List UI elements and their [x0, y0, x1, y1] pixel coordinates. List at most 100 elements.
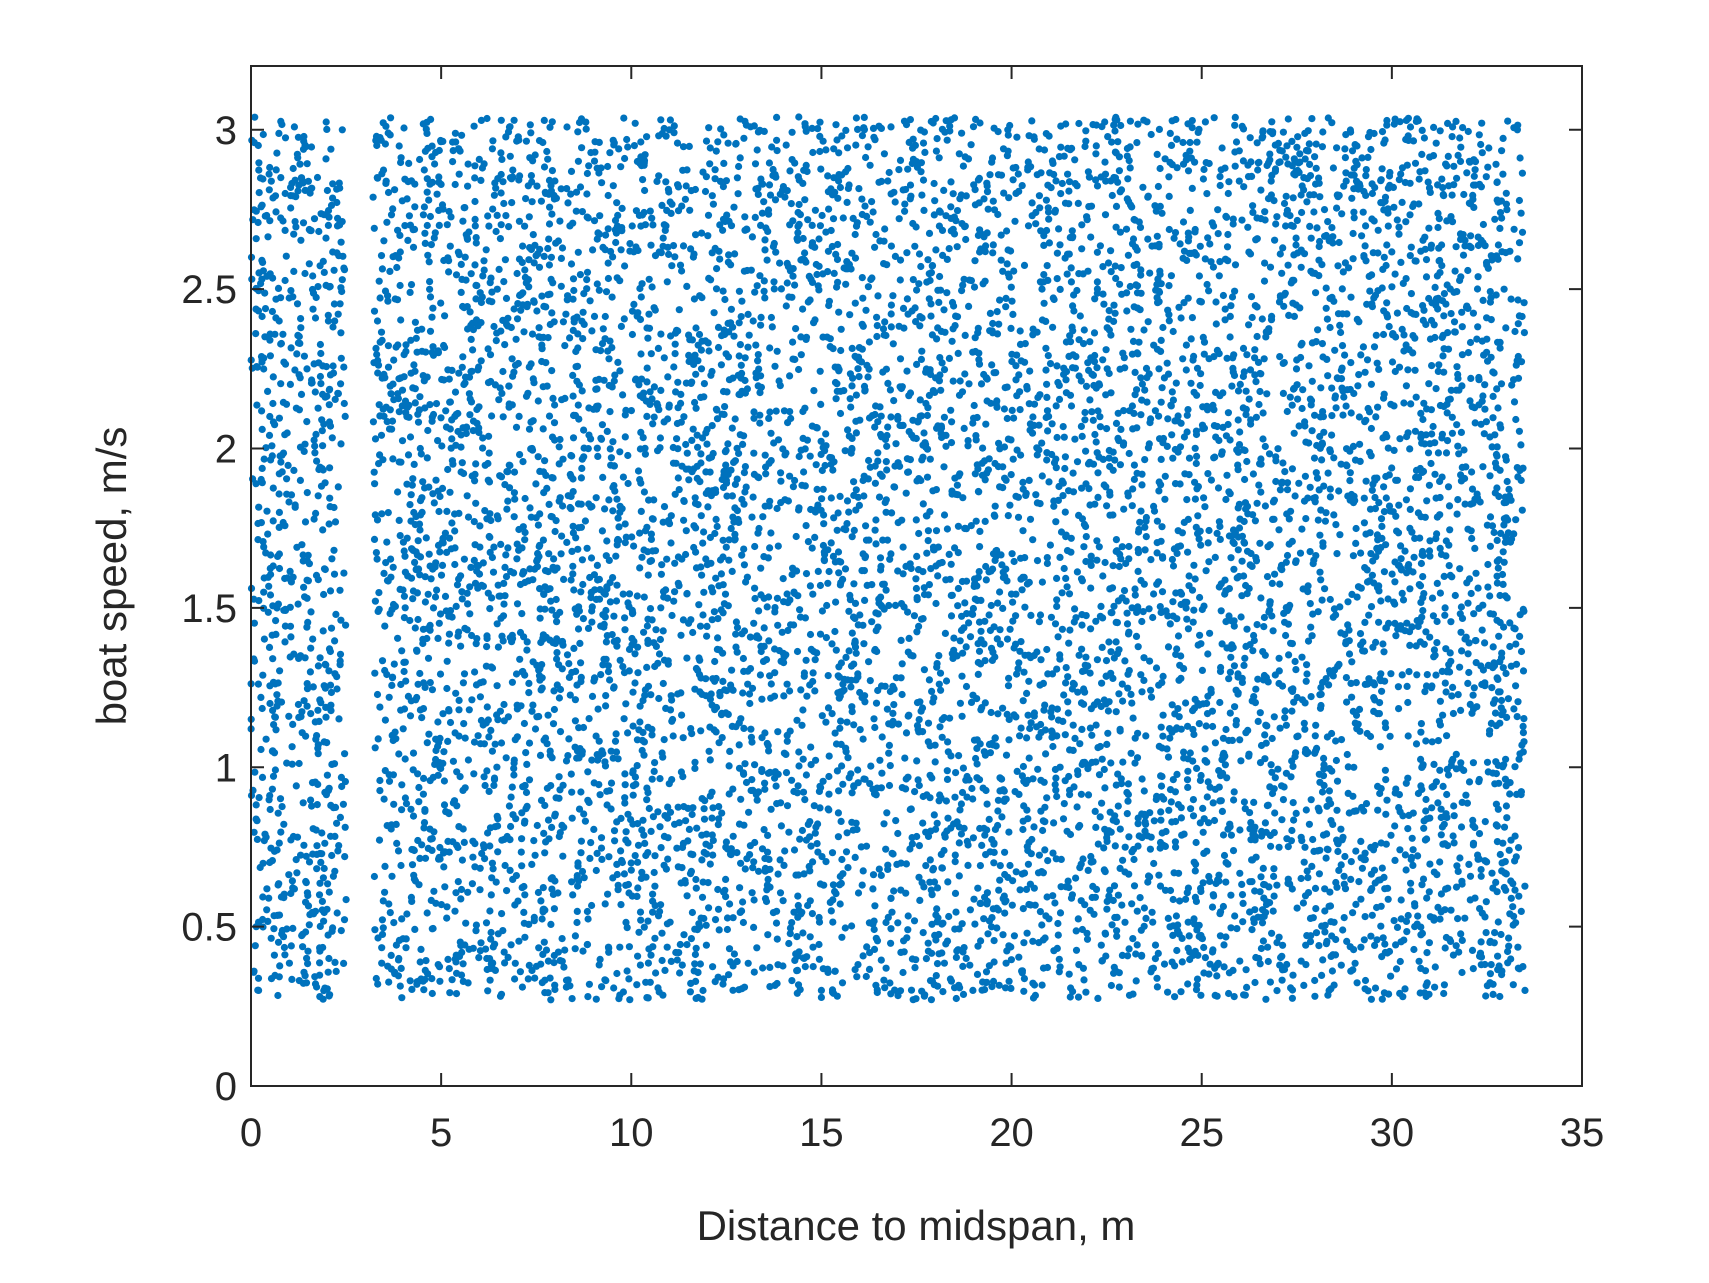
scatter-point — [1448, 692, 1456, 700]
scatter-point — [1427, 241, 1435, 249]
scatter-point — [776, 190, 784, 198]
scatter-point — [706, 144, 714, 152]
scatter-point — [1125, 945, 1133, 953]
scatter-point — [1138, 617, 1146, 626]
scatter-point — [1240, 539, 1249, 547]
scatter-point — [1080, 543, 1088, 551]
scatter-point — [927, 312, 935, 320]
scatter-point — [1146, 845, 1154, 853]
scatter-point — [409, 243, 418, 251]
scatter-point — [649, 890, 657, 898]
scatter-point — [780, 598, 788, 606]
scatter-point — [751, 160, 760, 168]
scatter-point — [1377, 597, 1385, 605]
scatter-point — [1235, 177, 1243, 185]
scatter-point — [1051, 899, 1059, 907]
scatter-point — [1484, 768, 1492, 776]
scatter-point — [915, 842, 924, 850]
scatter-point — [1259, 937, 1267, 945]
scatter-point — [332, 967, 340, 976]
scatter-point — [373, 555, 381, 563]
scatter-point — [920, 429, 928, 437]
scatter-point — [1147, 130, 1155, 139]
scatter-point — [397, 861, 405, 870]
scatter-point — [882, 508, 890, 516]
scatter-point — [1355, 878, 1363, 886]
scatter-point — [918, 347, 926, 355]
scatter-point — [1357, 549, 1365, 557]
scatter-point — [969, 123, 978, 131]
scatter-point — [1454, 496, 1462, 504]
scatter-point — [1210, 816, 1219, 825]
scatter-point — [735, 741, 743, 749]
scatter-point — [740, 821, 748, 829]
scatter-point — [1208, 903, 1217, 911]
scatter-point — [970, 283, 979, 291]
scatter-point — [517, 290, 525, 298]
scatter-point — [290, 230, 298, 238]
scatter-point — [902, 489, 910, 497]
scatter-point — [1118, 594, 1126, 602]
scatter-point — [1326, 669, 1334, 677]
scatter-point — [1203, 699, 1211, 708]
scatter-point — [903, 249, 911, 257]
scatter-point — [1072, 946, 1081, 954]
scatter-point — [930, 811, 938, 819]
scatter-point — [1406, 641, 1414, 650]
scatter-point — [1507, 894, 1515, 902]
scatter-point — [1126, 143, 1134, 151]
scatter-point — [1305, 820, 1313, 828]
scatter-point — [571, 696, 580, 704]
scatter-point — [1221, 305, 1229, 313]
scatter-point — [929, 698, 937, 706]
scatter-point — [916, 896, 924, 905]
scatter-point — [1496, 992, 1504, 1001]
scatter-point — [975, 647, 984, 655]
scatter-point — [407, 805, 415, 813]
scatter-point — [1257, 594, 1265, 602]
scatter-point — [699, 611, 707, 619]
scatter-point — [717, 570, 726, 578]
scatter-point — [548, 118, 556, 126]
scatter-point — [647, 241, 655, 249]
scatter-point — [890, 887, 898, 895]
scatter-point — [317, 858, 325, 867]
scatter-point — [692, 664, 701, 673]
scatter-point — [692, 944, 700, 952]
scatter-point — [1500, 499, 1508, 507]
scatter-point — [963, 793, 971, 801]
scatter-point — [1253, 499, 1261, 507]
scatter-point — [1419, 415, 1427, 424]
scatter-point — [1461, 914, 1469, 922]
scatter-point — [1505, 934, 1513, 942]
scatter-point — [1251, 823, 1259, 831]
scatter-point — [1180, 247, 1189, 255]
scatter-point — [266, 352, 274, 360]
scatter-point — [761, 236, 769, 244]
scatter-point — [1169, 327, 1177, 336]
scatter-point — [985, 611, 993, 619]
scatter-point — [548, 823, 556, 832]
scatter-point — [671, 588, 679, 596]
scatter-point — [932, 527, 941, 535]
scatter-point — [1382, 776, 1390, 784]
scatter-point — [423, 454, 431, 462]
scatter-point — [1206, 629, 1214, 637]
scatter-point — [593, 280, 601, 288]
scatter-point — [1057, 143, 1065, 151]
scatter-point — [929, 866, 937, 874]
scatter-point — [644, 849, 652, 857]
scatter-point — [1112, 618, 1120, 627]
scatter-point — [432, 148, 440, 157]
scatter-point — [629, 791, 637, 799]
scatter-point — [1426, 335, 1435, 343]
scatter-point — [1190, 606, 1198, 614]
scatter-point — [527, 418, 535, 426]
scatter-point — [749, 317, 757, 325]
scatter-point — [467, 270, 475, 278]
scatter-point — [1015, 953, 1023, 961]
scatter-point — [566, 691, 574, 699]
scatter-point — [1406, 211, 1414, 219]
scatter-point — [1494, 918, 1502, 926]
scatter-point — [801, 196, 809, 204]
